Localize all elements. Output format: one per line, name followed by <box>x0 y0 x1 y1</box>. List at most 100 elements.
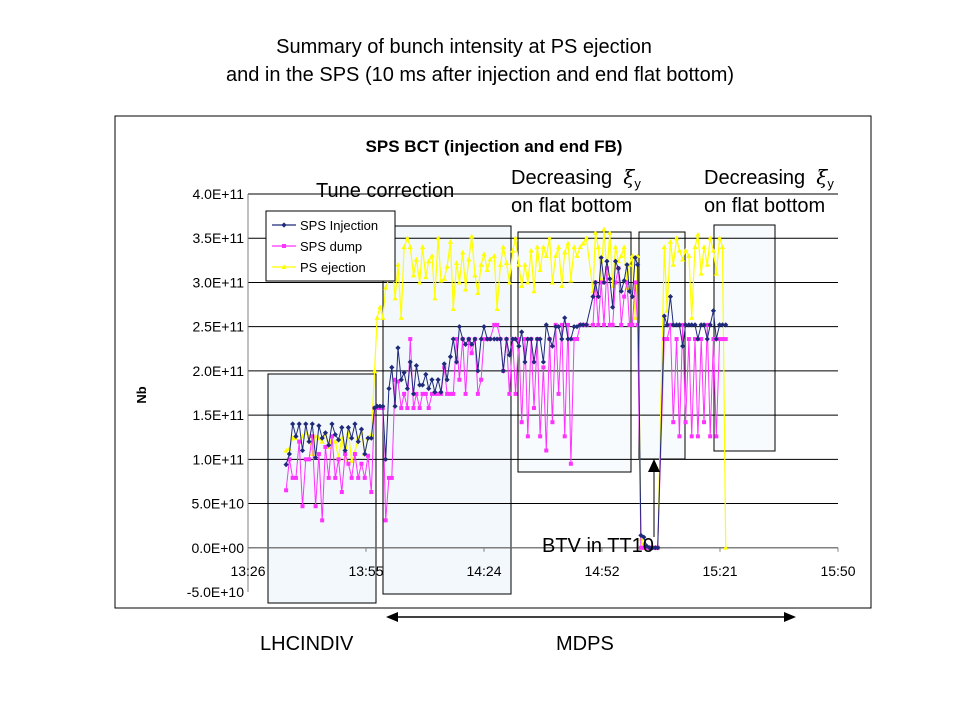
data-point <box>413 256 419 262</box>
data-point <box>362 475 367 480</box>
data-point <box>699 337 704 342</box>
data-point <box>692 322 698 328</box>
data-point <box>386 385 392 392</box>
data-point <box>472 272 478 278</box>
y-tick-label: -5.0E+10 <box>187 584 244 600</box>
data-point <box>562 249 568 255</box>
chart-title: SPS BCT (injection and end FB) <box>366 137 623 156</box>
data-point <box>630 322 635 327</box>
data-point <box>475 391 480 396</box>
data-point <box>491 336 497 342</box>
data-point <box>714 434 719 439</box>
data-point <box>562 315 568 321</box>
x-tick-label: 15:50 <box>820 563 855 579</box>
data-point <box>627 322 632 327</box>
decreasing-text: Decreasing <box>511 167 613 189</box>
data-point <box>310 434 315 439</box>
data-point <box>549 279 556 285</box>
data-point <box>583 235 590 241</box>
data-point <box>708 434 713 439</box>
data-point <box>646 545 653 551</box>
data-point <box>356 475 361 480</box>
data-point <box>682 322 689 328</box>
data-point <box>516 261 522 267</box>
data-point <box>680 322 685 327</box>
data-point <box>568 277 574 283</box>
data-point <box>506 279 513 285</box>
x-tick-labels: 13:26 13:55 14:24 14:52 15:21 15:50 <box>230 547 856 579</box>
data-point <box>456 324 463 330</box>
data-point <box>661 313 667 319</box>
data-point <box>454 337 459 342</box>
xi-subscript: y <box>827 176 834 191</box>
data-point <box>632 255 638 261</box>
data-point <box>633 280 638 285</box>
x-tick-label: 13:26 <box>230 563 265 579</box>
data-point <box>704 336 710 342</box>
data-point <box>513 391 518 396</box>
data-point <box>322 430 329 436</box>
data-point <box>410 272 417 278</box>
data-point <box>339 424 345 431</box>
data-point <box>686 253 692 258</box>
data-point <box>686 322 692 328</box>
data-point <box>472 336 478 342</box>
data-point <box>383 456 389 462</box>
data-point <box>481 324 487 330</box>
data-point <box>419 382 426 388</box>
data-point <box>667 238 674 244</box>
data-point <box>716 322 723 328</box>
data-point <box>297 439 302 444</box>
data-point <box>441 361 447 367</box>
data-point <box>673 322 680 328</box>
data-point <box>559 322 564 327</box>
data-point <box>417 406 422 411</box>
data-point <box>355 439 361 445</box>
data-point <box>632 315 638 320</box>
data-point <box>303 457 308 462</box>
annotation-boxes <box>267 224 776 604</box>
data-point <box>414 391 419 396</box>
data-point <box>487 256 493 262</box>
data-point <box>395 379 400 384</box>
data-point <box>503 260 510 265</box>
data-point <box>438 389 444 395</box>
data-point <box>423 274 429 280</box>
data-point <box>698 270 704 276</box>
flat-bottom-label-2: on flat bottom <box>704 195 826 217</box>
data-point <box>374 315 380 320</box>
data-point <box>441 276 447 281</box>
data-point <box>571 244 577 250</box>
data-point <box>407 359 413 365</box>
data-point <box>719 322 726 328</box>
data-point <box>550 420 555 425</box>
data-point <box>380 403 386 409</box>
y-tick-label: 2.0E+11 <box>192 363 244 379</box>
data-point <box>674 337 679 342</box>
data-point <box>395 345 401 351</box>
x-tick-label: 14:24 <box>466 563 501 579</box>
data-point <box>399 406 404 411</box>
data-point <box>610 304 616 310</box>
data-point <box>624 280 629 285</box>
x-tick-label: 13:55 <box>348 563 383 579</box>
data-point <box>641 534 647 540</box>
data-point <box>436 391 441 396</box>
data-point <box>316 452 321 457</box>
data-point <box>612 258 619 264</box>
y-axis-label: Nb <box>134 386 149 403</box>
data-point <box>624 262 630 268</box>
data-point <box>571 324 577 330</box>
data-point <box>540 359 547 365</box>
data-point <box>531 406 536 411</box>
data-point <box>336 457 341 462</box>
data-point <box>503 336 510 342</box>
x-tick-label: 15:21 <box>702 563 737 579</box>
data-point <box>664 322 670 328</box>
data-point <box>283 447 289 453</box>
data-point <box>638 532 644 538</box>
data-point <box>602 322 607 327</box>
data-point <box>595 244 601 250</box>
y-tick-label: 3.0E+11 <box>192 274 244 290</box>
data-point <box>519 283 525 288</box>
